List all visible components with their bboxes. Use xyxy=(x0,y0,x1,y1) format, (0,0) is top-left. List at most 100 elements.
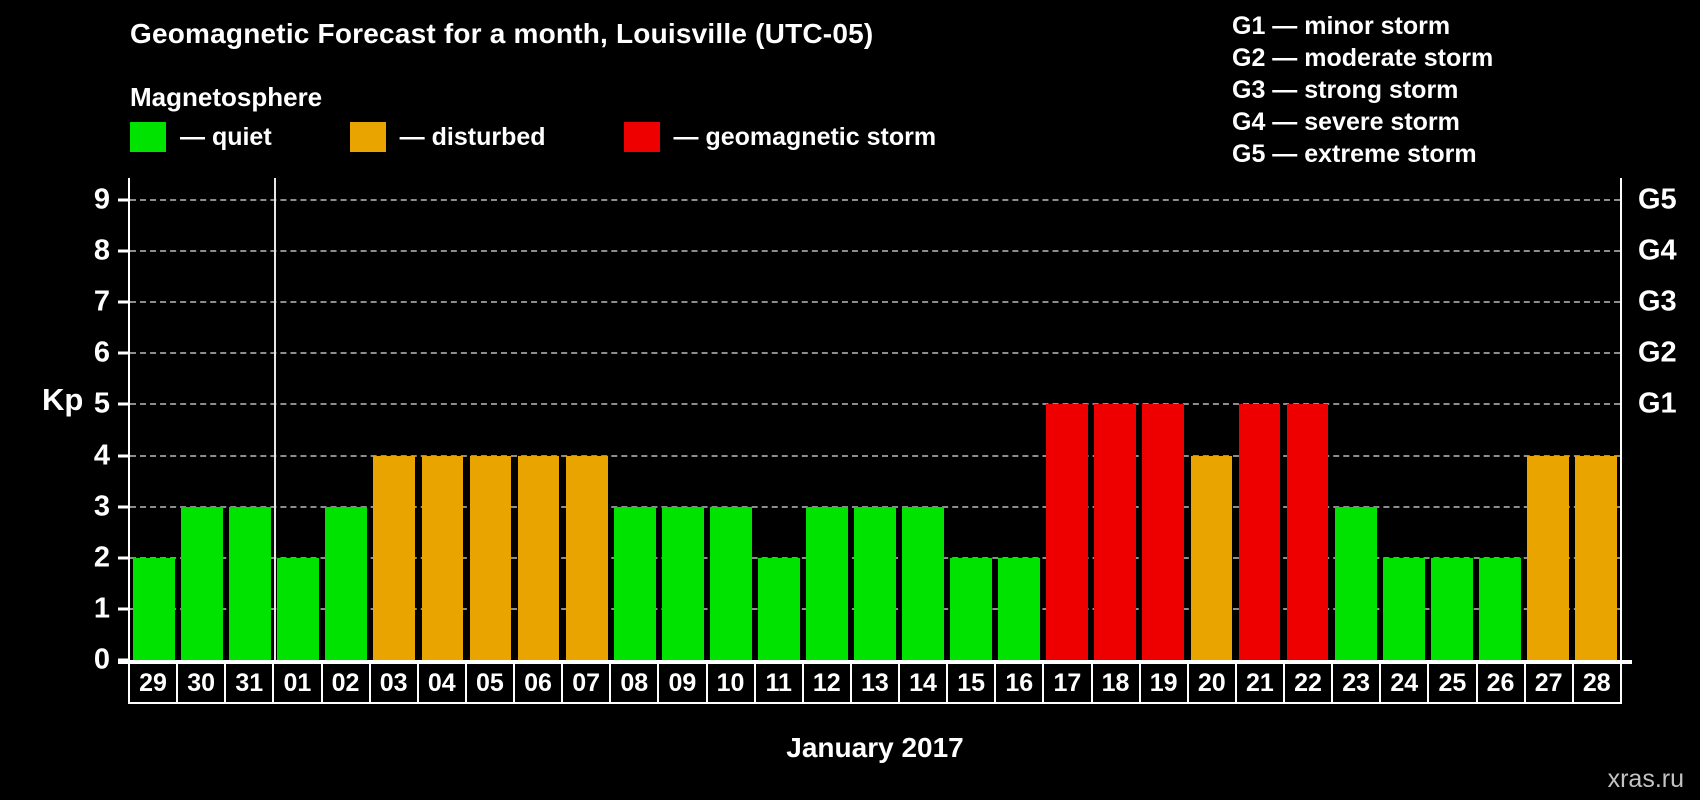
bar-day-27 xyxy=(1526,455,1569,660)
chart-title: Geomagnetic Forecast for a month, Louisv… xyxy=(130,18,874,49)
bar-day-06 xyxy=(517,455,560,660)
gridline-5 xyxy=(130,403,1620,406)
bar-day-07 xyxy=(565,455,608,660)
left-axis-line xyxy=(128,178,130,662)
day-label-31: 31 xyxy=(224,664,272,702)
legend-item-storm: — geomagnetic storm xyxy=(623,122,937,152)
storm-legend-label: — geomagnetic storm xyxy=(673,122,937,151)
day-label-19: 19 xyxy=(1138,664,1187,702)
bar-slot-14 xyxy=(899,200,947,660)
gridline-8 xyxy=(130,250,1620,253)
day-label-03: 03 xyxy=(368,664,417,702)
day-label-05: 05 xyxy=(464,664,513,702)
bar-slot-10 xyxy=(707,200,755,660)
bar-slot-18 xyxy=(1091,200,1139,660)
day-label-22: 22 xyxy=(1283,664,1331,702)
g4-legend-line: G4 — severe storm xyxy=(1232,108,1460,136)
bar-slot-11 xyxy=(755,200,803,660)
bar-day-21 xyxy=(1238,404,1281,660)
y-tick-label-6: 6 xyxy=(93,336,110,369)
bar-slot-26 xyxy=(1476,200,1524,660)
bar-slot-07 xyxy=(563,200,611,660)
bar-slot-08 xyxy=(611,200,659,660)
day-label-23: 23 xyxy=(1331,664,1379,702)
day-label-24: 24 xyxy=(1379,664,1427,702)
day-label-08: 08 xyxy=(609,664,657,702)
day-label-01: 01 xyxy=(272,664,320,702)
bar-slot-05 xyxy=(466,200,514,660)
day-label-30: 30 xyxy=(176,664,224,702)
bar-slot-02 xyxy=(322,200,370,660)
g-scale-legend: G1 — minor storm G2 — moderate storm G3 … xyxy=(1232,10,1493,170)
g5-legend-line: G5 — extreme storm xyxy=(1232,140,1477,168)
y-tick-mark-9 xyxy=(118,198,130,202)
bar-slot-29 xyxy=(130,200,178,660)
bar-day-08 xyxy=(613,506,656,660)
y-tick-mark-0 xyxy=(118,658,130,662)
y-tick-label-0: 0 xyxy=(93,643,110,676)
magnetosphere-legend: — quiet — disturbed — geomagnetic storm xyxy=(130,122,936,152)
bar-day-09 xyxy=(661,506,704,660)
bar-day-05 xyxy=(469,455,512,660)
y-tick-mark-4 xyxy=(118,454,130,458)
y-tick-mark-3 xyxy=(118,505,130,509)
y-tick-mark-7 xyxy=(118,300,130,304)
bar-slot-25 xyxy=(1428,200,1476,660)
right-axis-line xyxy=(1620,178,1622,662)
bar-day-19 xyxy=(1142,404,1185,660)
y-tick-label-1: 1 xyxy=(93,592,110,625)
day-label-26: 26 xyxy=(1475,664,1524,702)
disturbed-legend-label: — disturbed xyxy=(399,122,546,151)
day-label-21: 21 xyxy=(1234,664,1283,702)
g-level-label-g5: G5 xyxy=(1638,183,1677,216)
g-level-label-g4: G4 xyxy=(1638,234,1677,267)
bar-day-12 xyxy=(806,506,848,660)
gridline-7 xyxy=(130,301,1620,304)
x-axis-title: January 2017 xyxy=(786,732,964,763)
day-label-27: 27 xyxy=(1523,664,1572,702)
y-axis-title: Kp xyxy=(42,382,84,417)
bar-slot-20 xyxy=(1187,200,1235,660)
day-label-13: 13 xyxy=(849,664,898,702)
y-tick-label-3: 3 xyxy=(93,490,110,523)
chart-value-area: 0 1 2 3 4 5 6 7 8 9 G1 G2 G3 G4 G5 xyxy=(94,178,1677,674)
bar-day-13 xyxy=(854,506,896,660)
gridline-6 xyxy=(130,352,1620,355)
day-label-28: 28 xyxy=(1571,664,1620,702)
bar-day-03 xyxy=(373,455,416,660)
quiet-color-swatch xyxy=(130,122,166,152)
bar-slot-13 xyxy=(851,200,899,660)
bar-day-26 xyxy=(1478,557,1521,660)
bar-day-14 xyxy=(902,506,944,660)
day-label-18: 18 xyxy=(1090,664,1139,702)
bar-day-11 xyxy=(757,557,800,660)
bar-slot-15 xyxy=(947,200,995,660)
g3-legend-line: G3 — strong storm xyxy=(1232,76,1459,104)
gridline-9 xyxy=(130,199,1620,201)
bar-slot-06 xyxy=(515,200,563,660)
g-level-label-g3: G3 xyxy=(1638,285,1677,318)
quiet-legend-label: — quiet xyxy=(180,122,272,151)
y-tick-label-8: 8 xyxy=(93,234,110,267)
day-label-12: 12 xyxy=(801,664,850,702)
bar-slot-27 xyxy=(1524,200,1572,660)
bar-slot-19 xyxy=(1139,200,1187,660)
y-tick-mark-6 xyxy=(118,351,130,355)
day-label-10: 10 xyxy=(705,664,754,702)
month-separator-line xyxy=(274,178,277,660)
day-label-07: 07 xyxy=(561,664,609,702)
bar-day-25 xyxy=(1430,557,1473,660)
day-label-14: 14 xyxy=(898,664,946,702)
bar-day-02 xyxy=(325,506,368,660)
gridline-4 xyxy=(130,454,1620,457)
day-axis-row: 29 30 31 01 02 03 04 05 06 07 08 09 10 11 12 13 14 15 16 17… xyxy=(128,662,1622,704)
y-tick-mark-1 xyxy=(118,607,130,611)
bar-slot-24 xyxy=(1380,200,1428,660)
day-label-04: 04 xyxy=(416,664,465,702)
bar-slot-21 xyxy=(1235,200,1283,660)
bar-day-04 xyxy=(421,455,464,660)
day-label-09: 09 xyxy=(657,664,705,702)
bar-slot-30 xyxy=(178,200,226,660)
day-label-02: 02 xyxy=(320,664,369,702)
